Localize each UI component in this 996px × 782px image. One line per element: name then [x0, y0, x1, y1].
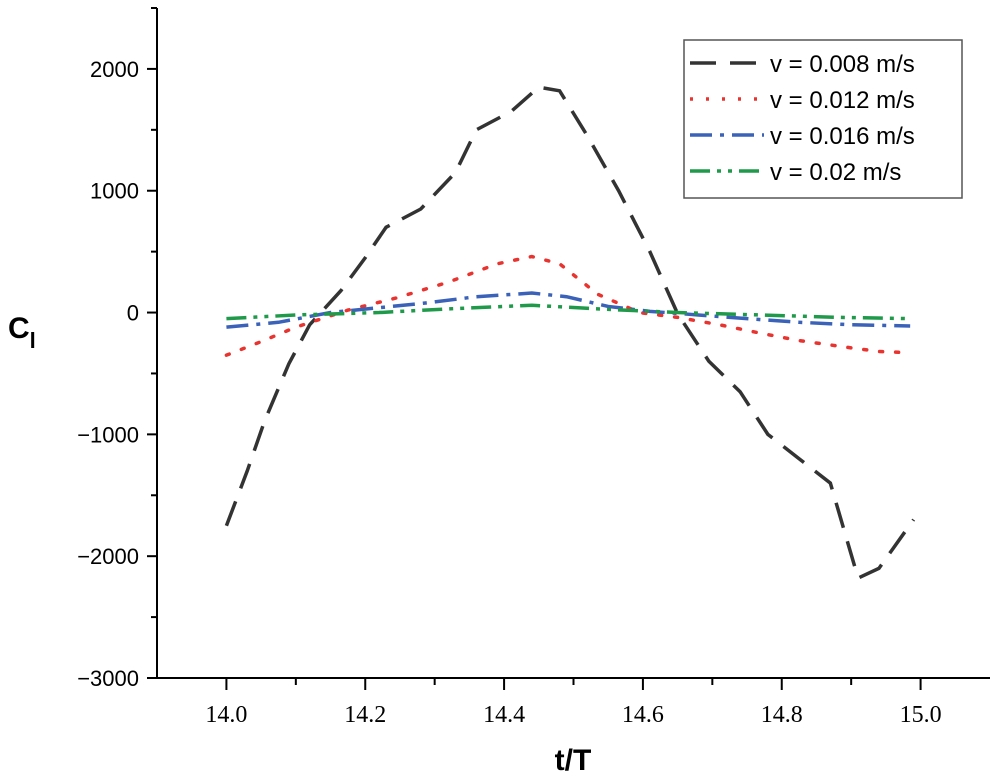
x-tick-label: 14.2 — [344, 702, 386, 728]
axes: −3000 −2000 −1000 0 1000 2000 14.0 14.2 14.4 14.6… — [77, 7, 990, 728]
x-tick-label: 14.4 — [483, 702, 525, 728]
legend-label-3: v = 0.02 m/s — [770, 159, 901, 186]
x-tick-label: 14.8 — [761, 702, 803, 728]
x-tick-label: 14.0 — [205, 702, 247, 728]
y-tick-label: 2000 — [90, 57, 139, 82]
series-line-0 — [224, 85, 916, 581]
y-axis-label: Cl — [8, 312, 36, 353]
plot-area — [224, 85, 916, 581]
y-tick-label: −3000 — [77, 666, 139, 691]
y-tick-label: −1000 — [77, 422, 139, 447]
series-line-2 — [226, 291, 911, 329]
legend-label-0: v = 0.008 m/s — [770, 51, 915, 78]
x-tick-label: 14.6 — [622, 702, 664, 728]
x-tick-label: 15.0 — [900, 702, 942, 728]
series-line-3 — [226, 303, 911, 321]
legend: v = 0.008 m/s v = 0.012 m/s v = 0.016 m/s v… — [683, 39, 963, 199]
legend-label-1: v = 0.012 m/s — [770, 87, 915, 114]
legend-label-2: v = 0.016 m/s — [770, 123, 915, 150]
x-axis-label: t/T — [555, 744, 592, 777]
y-tick-label: 1000 — [90, 179, 139, 204]
y-tick-label: −2000 — [77, 544, 139, 569]
y-tick-label: 0 — [127, 301, 139, 326]
